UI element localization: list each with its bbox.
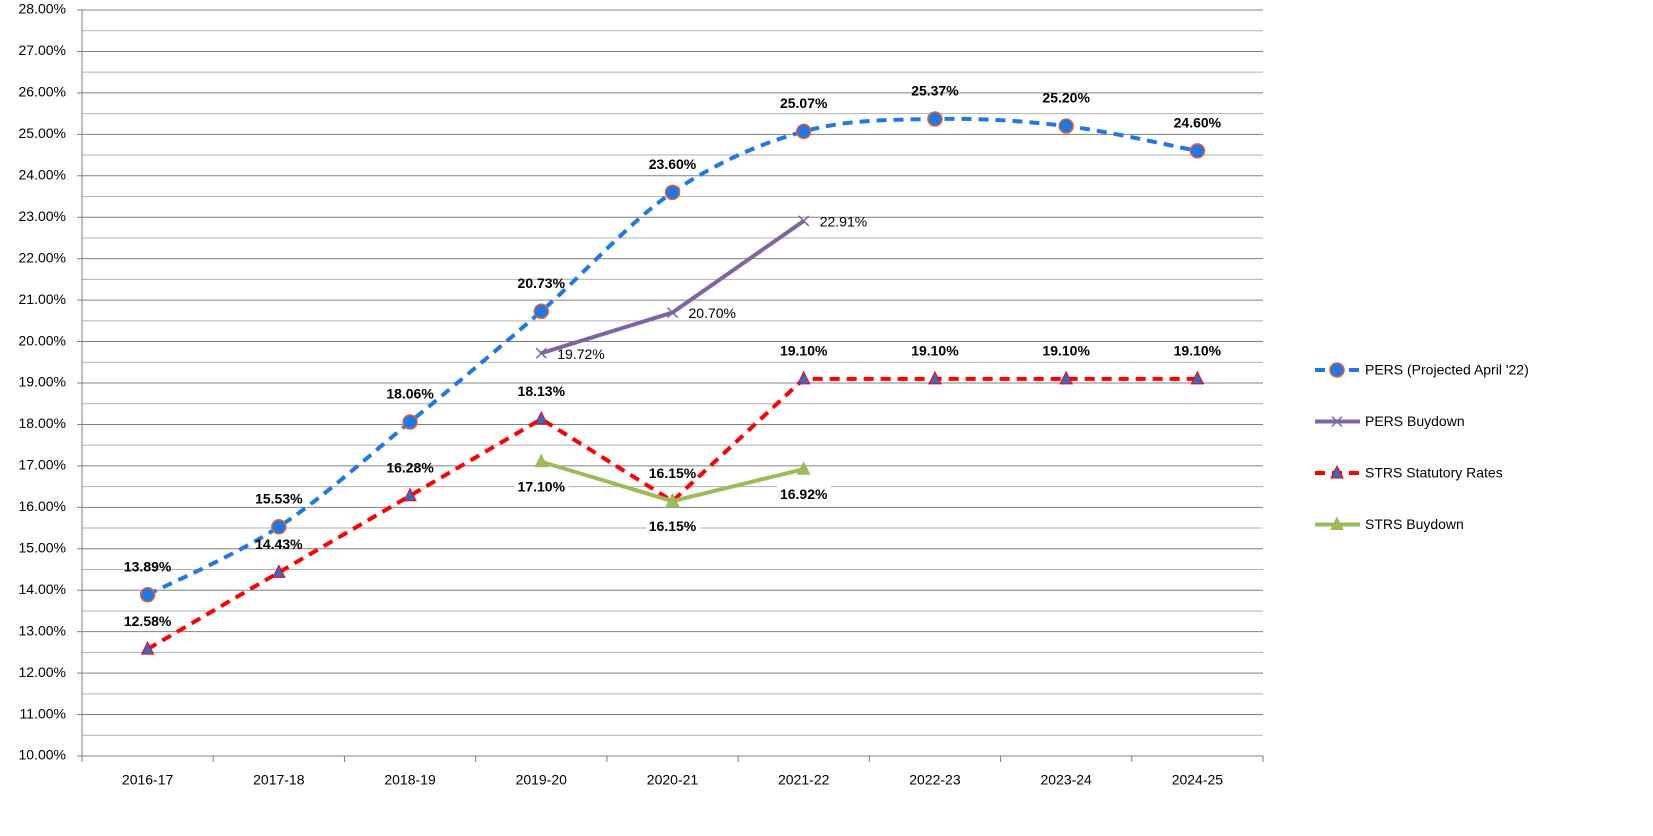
x-tick-label: 2018-19 [384, 772, 436, 788]
data-point [139, 587, 156, 603]
legend-marker [1331, 415, 1343, 428]
data-label: 19.10% [1042, 343, 1090, 359]
x-tick-label: 2017-18 [253, 772, 305, 788]
x-tick-label: 2016-17 [122, 772, 174, 788]
y-tick-label: 13.00% [19, 622, 66, 638]
data-label: 18.13% [518, 383, 566, 399]
data-label: 20.73% [518, 275, 566, 291]
y-tick-label: 25.00% [19, 125, 66, 141]
data-point [796, 370, 811, 385]
data-label: 15.53% [255, 491, 303, 507]
series-line [540, 219, 805, 356]
data-label: 25.20% [1042, 90, 1090, 106]
y-tick-label: 17.00% [19, 457, 66, 473]
legend-label: STRS Buydown [1365, 516, 1464, 532]
data-label: 18.06% [386, 386, 434, 402]
y-tick-label: 27.00% [19, 42, 66, 58]
label-background [645, 517, 700, 534]
data-label: 24.60% [1174, 115, 1222, 131]
data-point [927, 111, 943, 127]
data-label: 19.72% [557, 346, 604, 362]
data-label: 13.89% [124, 558, 172, 574]
data-point [533, 303, 550, 320]
y-tick-label: 22.00% [19, 249, 66, 265]
data-label: 16.15% [649, 518, 697, 534]
data-point [535, 347, 547, 359]
y-tick-label: 24.00% [19, 166, 66, 182]
data-label: 19.10% [780, 343, 828, 359]
x-tick-label: 2023-24 [1040, 772, 1092, 788]
data-label: 19.10% [911, 343, 959, 359]
data-label: 16.28% [386, 459, 434, 475]
data-point [1058, 118, 1074, 134]
data-label: 17.10% [518, 478, 566, 494]
data-point [271, 519, 287, 535]
y-tick-label: 19.00% [19, 374, 66, 390]
x-tick-label: 2024-25 [1172, 772, 1224, 788]
y-tick-label: 28.00% [19, 1, 66, 17]
data-point [928, 370, 942, 385]
y-tick-label: 14.00% [19, 581, 66, 597]
data-label: 25.37% [911, 83, 959, 99]
legend-label: PERS (Projected April '22) [1365, 362, 1529, 378]
data-point [140, 640, 155, 655]
data-point [796, 461, 811, 475]
data-label: 19.10% [1174, 343, 1222, 359]
data-label: 16.92% [780, 486, 828, 502]
legend-label: PERS Buydown [1365, 413, 1465, 429]
series-line [146, 376, 1198, 651]
y-tick-label: 10.00% [19, 747, 66, 763]
y-tick-label: 20.00% [19, 332, 66, 348]
data-point [664, 184, 681, 201]
data-point [795, 123, 812, 140]
data-label: 16.15% [649, 465, 697, 481]
label-background [776, 485, 832, 502]
data-point [798, 215, 810, 227]
legend-marker [1330, 516, 1344, 530]
legend-label: STRS Statutory Rates [1365, 465, 1503, 481]
series-line [146, 116, 1198, 597]
y-tick-label: 11.00% [20, 705, 66, 721]
data-point [665, 492, 680, 507]
data-label: 12.58% [124, 613, 172, 629]
data-point [402, 414, 418, 430]
x-tick-label: 2019-20 [516, 772, 568, 788]
y-tick-label: 16.00% [19, 498, 66, 514]
y-tick-label: 18.00% [19, 415, 66, 431]
y-tick-label: 15.00% [19, 539, 66, 555]
y-tick-label: 12.00% [19, 664, 66, 680]
data-point [666, 307, 679, 319]
x-tick-label: 2021-22 [778, 772, 830, 788]
data-point [1190, 370, 1205, 385]
data-point [534, 453, 549, 468]
x-tick-label: 2020-21 [647, 772, 699, 788]
x-tick-label: 2022-23 [909, 772, 961, 788]
data-point [534, 410, 549, 425]
data-point [1189, 143, 1206, 159]
data-point [403, 487, 417, 502]
legend-marker [1330, 464, 1344, 479]
data-label: 14.43% [255, 536, 303, 552]
legend-marker [1329, 362, 1345, 378]
label-background [514, 478, 569, 495]
y-tick-label: 21.00% [19, 291, 66, 307]
data-label: 23.60% [649, 156, 697, 172]
data-label: 20.70% [689, 305, 736, 321]
data-point [272, 564, 286, 578]
y-tick-label: 23.00% [19, 208, 66, 224]
data-label: 22.91% [820, 214, 867, 230]
y-tick-label: 26.00% [19, 84, 66, 100]
data-point [1059, 370, 1073, 385]
data-label: 25.07% [780, 95, 828, 111]
